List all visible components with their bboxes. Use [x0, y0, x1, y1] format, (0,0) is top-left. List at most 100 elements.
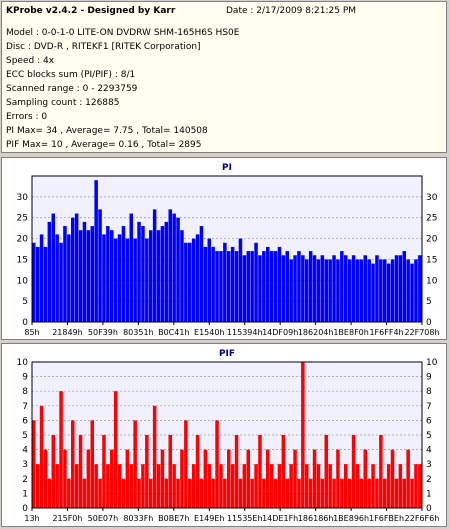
pif-bar	[418, 464, 422, 508]
pif-bar	[383, 478, 387, 508]
pi-bar	[383, 259, 387, 322]
pi-bar	[121, 226, 126, 322]
pi-ytick-right: 30	[426, 193, 438, 203]
pif-bar	[215, 420, 219, 508]
pif-bar	[63, 449, 67, 508]
pi-plot-border	[31, 175, 423, 323]
pif-bar	[223, 478, 227, 508]
pif-xtick-label: 13h	[24, 514, 39, 523]
pi-bar	[285, 251, 289, 322]
pif-bar	[188, 478, 192, 508]
pi-bar	[110, 230, 114, 322]
pi-ytick-right: 5	[426, 297, 432, 307]
pi-bar	[164, 221, 169, 322]
pif-ytick-left: 9	[22, 373, 28, 383]
pif-bar	[266, 449, 270, 508]
pif-bar	[301, 362, 305, 508]
pif-bar	[281, 435, 286, 508]
pif-chart-panel: PIF 0 0 1 1 2 2 3 3 4 4 5 5 6 6 7 7 8 8 9 9 10 10 13h 215F0h 50E0…	[1, 343, 447, 527]
app-title: KProbe v2.4.2 - Designed by Karr	[6, 6, 176, 16]
pi-ytick-right: 20	[426, 235, 438, 245]
pif-ytick-left: 1	[22, 489, 28, 499]
pif-bar	[152, 405, 157, 508]
pif-bar	[141, 464, 145, 508]
pi-bar	[324, 259, 328, 322]
pi-ytick-left: 0	[22, 318, 28, 328]
pi-bar	[289, 259, 293, 322]
pif-ytick-left: 0	[22, 504, 28, 514]
pif-xtick-label: B0BE7h	[158, 514, 189, 523]
pi-bar	[242, 255, 247, 322]
pi-bar	[133, 238, 137, 322]
pi-bar	[137, 221, 141, 322]
pi-bar	[305, 259, 309, 322]
pi-bar	[414, 259, 418, 322]
pi-ytick-left: 25	[17, 214, 28, 224]
pi-bar	[273, 251, 278, 322]
pif-xtick-label: E149Eh	[194, 514, 224, 523]
pi-xtick-label: 21849h	[52, 328, 83, 337]
pif-ytick-right: 9	[426, 373, 432, 383]
pif-bar	[254, 464, 258, 508]
pif-bar	[207, 464, 211, 508]
pif-bar	[312, 449, 317, 508]
pif-bar	[74, 464, 79, 508]
pif-bar	[160, 449, 165, 508]
pif-bar	[117, 464, 122, 508]
pi-xtick-label: 1F6FF4h	[369, 328, 403, 337]
pif-bar	[98, 478, 102, 508]
pif-bar	[168, 435, 172, 508]
pi-bar	[78, 230, 83, 322]
pi-bar	[125, 238, 130, 322]
pi-bar	[398, 255, 403, 322]
pi-bar	[227, 251, 231, 322]
pi-bar	[215, 251, 219, 322]
pif-bar	[258, 435, 262, 508]
pif-bar	[262, 478, 266, 508]
pif-bar	[414, 464, 418, 508]
pif-bar	[113, 391, 118, 508]
pi-bar	[230, 246, 235, 322]
pif-bar	[297, 478, 301, 508]
pi-bar	[90, 226, 94, 322]
pif-bar	[59, 391, 63, 508]
pif-ytick-right: 4	[426, 446, 432, 456]
pi-bar	[141, 226, 145, 322]
pi-bar	[316, 259, 321, 322]
pi-bar	[117, 234, 122, 322]
pi-bar	[320, 255, 325, 322]
pi-bar	[71, 217, 75, 322]
pif-bar	[133, 420, 137, 508]
pi-bar	[363, 255, 367, 322]
pi-ytick-left: 15	[17, 255, 28, 265]
pif-bar	[43, 449, 48, 508]
pi-bar	[351, 255, 356, 322]
pif-bar	[390, 449, 395, 508]
pif-chart-title: PIF	[219, 349, 235, 359]
pi-bar	[199, 226, 204, 322]
pi-bar	[340, 251, 344, 322]
scanned-range-line: Scanned range : 0 - 2293759	[6, 84, 138, 94]
pif-bar	[203, 449, 208, 508]
pi-bar	[386, 263, 391, 322]
pif-ytick-right: 1	[426, 489, 432, 499]
pif-ytick-right: 0	[426, 504, 432, 514]
pif-bar	[355, 464, 360, 508]
pif-xtick-label: 14DE1Fh	[262, 514, 298, 523]
pif-bar	[238, 478, 243, 508]
pif-bar	[184, 420, 188, 508]
pif-bar	[293, 449, 297, 508]
pif-bar	[289, 464, 293, 508]
pi-bar	[207, 238, 211, 322]
pi-bar	[379, 259, 383, 322]
pi-chart: PI 0 0 5 5 10 10 15 15 20 20 25 25 30 30 85h 21849h 50F39…	[17, 163, 440, 337]
pi-bar	[336, 259, 340, 322]
pif-bar	[149, 478, 153, 508]
pi-bar	[238, 238, 243, 322]
pif-bar	[386, 464, 391, 508]
pif-bar	[344, 464, 348, 508]
pif-bar	[71, 420, 75, 508]
pi-bar	[168, 209, 172, 322]
pi-bar	[312, 255, 317, 322]
pif-xtick-label: 8033Fh	[123, 514, 153, 523]
